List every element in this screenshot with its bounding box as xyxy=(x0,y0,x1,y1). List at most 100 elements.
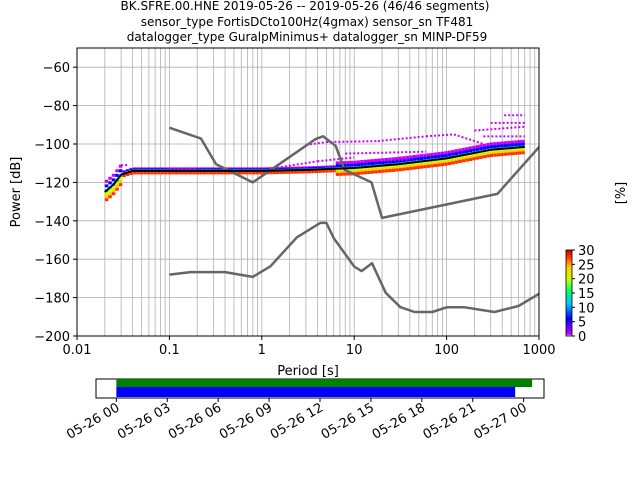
density-cell xyxy=(353,163,357,167)
density-cell xyxy=(475,156,480,160)
density-cell xyxy=(108,189,112,193)
density-cell xyxy=(374,158,378,162)
density-cell xyxy=(108,176,112,180)
density-cell xyxy=(111,189,116,193)
density-cell xyxy=(475,152,480,156)
density-cell xyxy=(454,156,459,160)
density-cell xyxy=(251,171,256,175)
density-cell xyxy=(517,151,522,155)
density-cell xyxy=(507,148,511,152)
density-cell xyxy=(381,161,385,165)
density-cell xyxy=(132,171,137,175)
density-cell xyxy=(486,143,490,147)
density-cell xyxy=(423,163,427,167)
density-cell xyxy=(325,169,329,173)
density-cell xyxy=(328,169,333,173)
density-cell xyxy=(514,140,518,144)
density-cell xyxy=(381,167,385,171)
density-cell xyxy=(115,181,119,185)
density-cell xyxy=(276,171,280,175)
density-cell xyxy=(510,152,515,156)
density-cell xyxy=(409,163,413,167)
density-cell xyxy=(430,164,434,168)
density-cell xyxy=(451,157,455,161)
density-cell xyxy=(409,164,413,168)
density-cell xyxy=(108,181,112,185)
density-cell xyxy=(416,162,420,166)
timeline-tick-label: 05-26 15 xyxy=(319,400,377,442)
density-cell xyxy=(461,157,466,161)
density-cell xyxy=(129,171,133,175)
density-cell xyxy=(447,160,452,164)
density-cell xyxy=(475,145,480,149)
density-cell xyxy=(360,162,364,166)
density-cell xyxy=(472,155,476,159)
density-cell xyxy=(220,171,224,175)
density-cell xyxy=(272,171,277,175)
density-cell xyxy=(118,164,123,168)
density-cell xyxy=(475,147,480,151)
density-cell xyxy=(465,147,469,151)
density-cell xyxy=(517,140,522,144)
timeline-tick-label: 05-27 00 xyxy=(472,400,530,442)
density-cell xyxy=(433,152,438,156)
series-lines xyxy=(104,126,539,314)
timeline-tick-label: 05-26 18 xyxy=(370,400,428,442)
density-cell xyxy=(377,170,382,174)
density-cell xyxy=(423,153,427,157)
density-cell xyxy=(500,153,504,157)
density-cell xyxy=(104,192,109,196)
density-cell xyxy=(444,160,448,164)
density-cell xyxy=(514,151,518,155)
density-cell xyxy=(503,148,508,152)
y-tick-label: −160 xyxy=(34,253,70,268)
density-cell xyxy=(465,158,469,162)
density-cell xyxy=(304,170,308,174)
colorbar-label: [%] xyxy=(614,182,629,205)
density-cell xyxy=(318,169,322,173)
density-cell xyxy=(507,152,511,156)
density-cell xyxy=(153,171,158,175)
timeline-tick-label: 05-26 06 xyxy=(166,400,224,442)
y-tick-label: −120 xyxy=(34,176,70,191)
density-cell xyxy=(493,145,497,149)
density-cell xyxy=(370,168,375,172)
density-cell xyxy=(353,170,357,174)
density-cell xyxy=(412,164,417,168)
density-cell xyxy=(440,159,445,163)
density-cell xyxy=(356,160,361,164)
density-cell xyxy=(493,153,497,157)
density-cell xyxy=(454,160,459,164)
density-cell xyxy=(500,144,504,148)
density-cell xyxy=(423,165,427,169)
series-noise-model-low xyxy=(169,221,539,314)
density-cell xyxy=(346,160,350,164)
density-cell xyxy=(416,154,420,158)
density-cell xyxy=(237,171,242,175)
density-cell xyxy=(444,154,448,158)
density-cell xyxy=(503,144,508,148)
colorbar-gradient xyxy=(565,249,573,337)
density-cell xyxy=(339,172,343,176)
title-line-3: datalogger_type GuralpMinimus+ datalogge… xyxy=(127,30,488,44)
density-cell xyxy=(493,149,497,153)
density-cell xyxy=(489,142,494,146)
density-cell xyxy=(440,151,445,155)
density-cell xyxy=(486,145,490,149)
plot-frame xyxy=(76,47,540,337)
density-cell xyxy=(486,150,490,154)
density-cell xyxy=(363,169,368,173)
density-cell xyxy=(405,155,410,159)
density-cell xyxy=(335,172,340,176)
density-cell xyxy=(451,152,455,156)
density-cell xyxy=(388,169,392,173)
density-cell xyxy=(195,171,200,175)
density-cell xyxy=(171,171,175,175)
x-tick-label: 0.1 xyxy=(159,343,180,358)
density-cell xyxy=(181,171,186,175)
outlier-segment xyxy=(345,150,427,155)
density-cell xyxy=(384,167,389,171)
density-cell xyxy=(353,168,357,172)
